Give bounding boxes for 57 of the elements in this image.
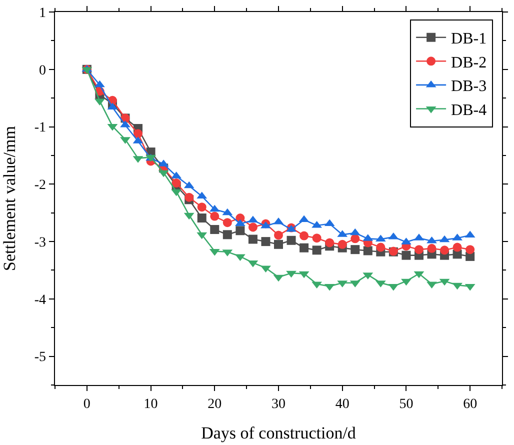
point — [197, 202, 206, 212]
legend-label: DB-4 — [451, 102, 487, 119]
point — [236, 226, 245, 236]
y-tick-label: 1 — [39, 6, 46, 21]
point — [402, 250, 411, 260]
point — [248, 222, 258, 232]
x-axis-title: Days of construction/d — [201, 423, 356, 442]
point — [363, 246, 372, 256]
point — [210, 224, 220, 234]
point — [376, 242, 386, 252]
x-tick-label: 10 — [144, 396, 158, 412]
y-tick-label: -5 — [34, 350, 46, 366]
point — [300, 231, 309, 240]
legend-label: DB-2 — [451, 54, 487, 72]
y-tick-label: -4 — [34, 292, 46, 308]
point — [440, 246, 450, 255]
point — [350, 245, 360, 254]
point — [248, 234, 258, 244]
y-tick-label: -1 — [34, 120, 46, 136]
point — [312, 234, 322, 243]
legend-label: DB-1 — [451, 30, 487, 48]
y-tick-label: -3 — [34, 235, 46, 250]
x-tick-label: 40 — [335, 396, 350, 412]
x-tick-label: 0 — [83, 396, 90, 412]
point — [286, 270, 296, 278]
point — [426, 236, 437, 244]
x-tick-label: 50 — [399, 396, 414, 412]
x-tick-label: 20 — [208, 396, 222, 412]
point — [401, 278, 412, 286]
point — [261, 237, 270, 246]
point — [300, 243, 309, 252]
point — [222, 230, 232, 240]
point — [338, 240, 347, 249]
point — [222, 218, 232, 228]
y-tick-label: -2 — [34, 178, 46, 194]
point — [172, 178, 181, 188]
point — [325, 238, 334, 248]
point — [134, 129, 143, 138]
point — [274, 240, 283, 249]
point — [274, 230, 283, 240]
point — [427, 244, 436, 253]
x-tick-label: 30 — [272, 396, 286, 412]
point — [197, 214, 206, 223]
point — [94, 80, 105, 88]
legend-label: DB-3 — [451, 78, 487, 96]
point — [414, 245, 424, 254]
point — [184, 192, 194, 202]
point — [350, 234, 360, 244]
point — [452, 282, 462, 290]
y-axis-title: Settlement value/mm — [0, 126, 19, 271]
y-tick-label: 0 — [39, 63, 46, 78]
x-tick-label: 60 — [463, 396, 478, 412]
point — [466, 245, 475, 254]
point — [452, 242, 462, 252]
point — [312, 246, 322, 255]
point — [286, 236, 296, 245]
point — [210, 212, 220, 221]
